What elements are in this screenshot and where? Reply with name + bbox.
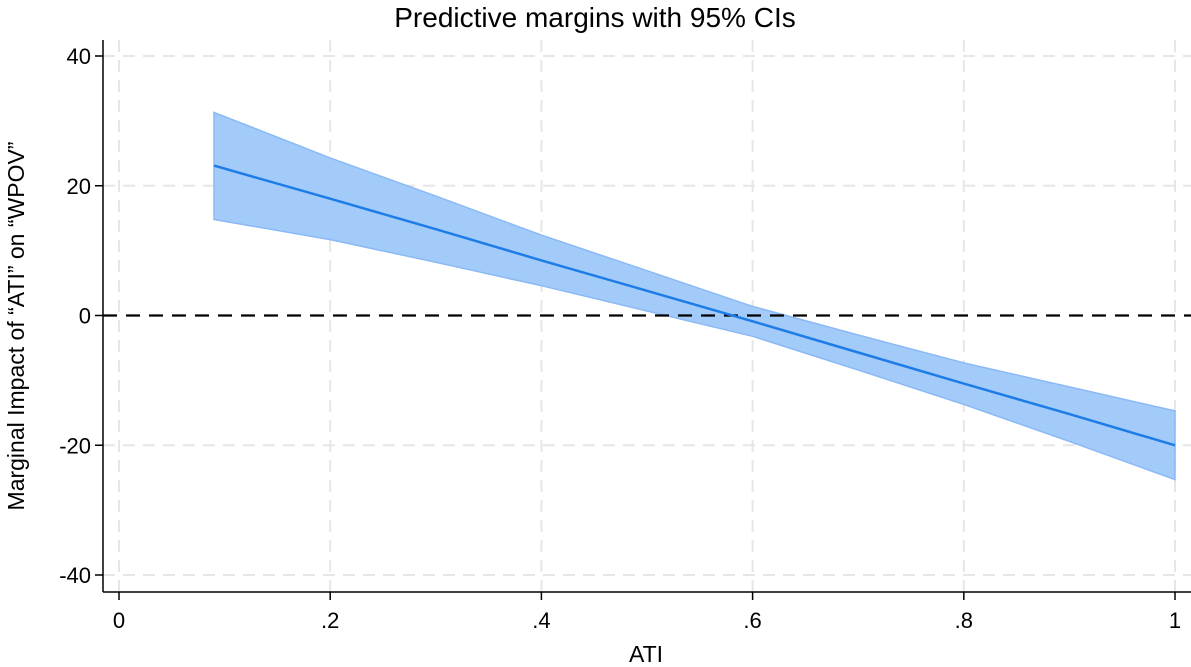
x-tick-label-4: .8 bbox=[955, 608, 973, 633]
y-tick-label-3: 20 bbox=[67, 174, 91, 199]
series-line-group bbox=[213, 164, 1176, 447]
x-tick-label-0: 0 bbox=[113, 608, 125, 633]
series-line bbox=[213, 164, 1176, 447]
chart-title: Predictive margins with 95% CIs bbox=[394, 2, 795, 33]
x-tick-label-3: .6 bbox=[743, 608, 761, 633]
confidence-band bbox=[213, 111, 1176, 481]
x-axis-ticks: 0 .2 .4 .6 .8 1 bbox=[113, 592, 1181, 633]
y-tick-label-2: 0 bbox=[79, 304, 91, 329]
y-axis-title: Marginal Impact of “ATI” on “WPOV” bbox=[3, 142, 29, 511]
x-tick-label-5: 1 bbox=[1169, 608, 1181, 633]
y-tick-label-1: -20 bbox=[59, 433, 91, 458]
confidence-band-group bbox=[213, 111, 1176, 481]
x-axis-title: ATI bbox=[629, 641, 663, 667]
y-axis-ticks: -40 -20 0 20 40 bbox=[59, 44, 103, 588]
x-tick-label-2: .4 bbox=[532, 608, 550, 633]
x-tick-label-1: .2 bbox=[321, 608, 339, 633]
y-tick-label-4: 40 bbox=[67, 44, 91, 69]
y-tick-label-0: -40 bbox=[59, 563, 91, 588]
